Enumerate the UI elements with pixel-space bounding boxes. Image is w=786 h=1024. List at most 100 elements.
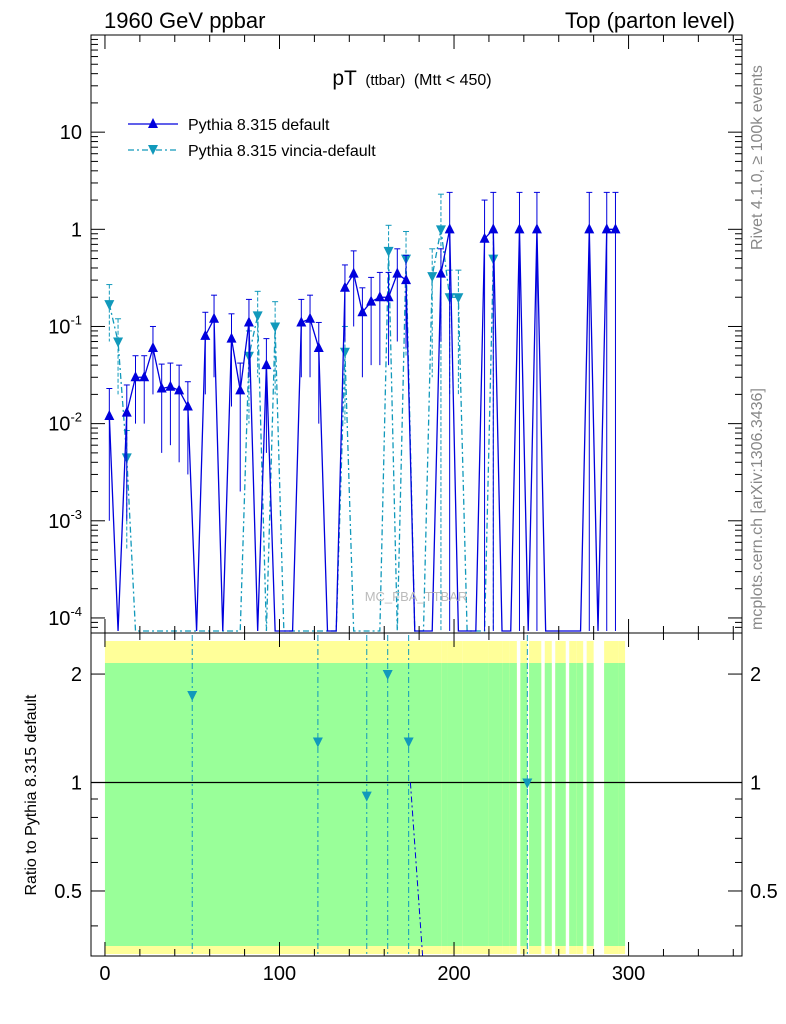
plot-title-small: (ttbar) <box>365 72 405 89</box>
default-marker <box>444 223 455 234</box>
default-marker <box>139 371 150 382</box>
main-plot-marks <box>104 191 621 632</box>
ratio-vincia-marker <box>312 737 323 748</box>
default-marker <box>488 223 499 234</box>
default-marker <box>147 342 158 353</box>
watermark: MC_FBA_TTBAR <box>365 589 468 604</box>
main-y-tick-label: 10-2 <box>48 410 82 436</box>
default-marker <box>383 291 394 302</box>
main-y-tick-label-exp: -3 <box>70 507 82 522</box>
ratio-y-tick-label: 0.5 <box>54 881 82 903</box>
vincia-marker <box>453 293 464 304</box>
ratio-plot-frame <box>90 632 743 957</box>
ratio-band-inner <box>576 663 584 946</box>
x-axis: 0 100 200 300 <box>99 633 734 985</box>
vincia-marker <box>270 322 281 333</box>
default-marker <box>514 223 525 234</box>
default-marker <box>130 371 141 382</box>
main-y-tick-label: 1 <box>71 219 82 241</box>
main-y-tick-label-base: 10 <box>48 316 70 338</box>
ratio-band-inner <box>555 663 566 946</box>
ratio-y-axis: 0.5 0.5 1 1 2 2 <box>54 664 778 927</box>
ratio-band-inner <box>604 663 619 946</box>
main-y-tick-label-base: 10 <box>48 608 70 630</box>
default-marker <box>435 267 446 278</box>
vincia-marker <box>435 225 446 236</box>
side-text-top: Rivet 4.1.0, ≥ 100k events <box>749 65 766 250</box>
default-marker <box>200 329 211 340</box>
ratio-band-inner <box>618 663 626 946</box>
vincia-marker <box>113 337 124 348</box>
ratio-band-inner <box>520 663 528 946</box>
legend-marker-vincia <box>148 145 158 155</box>
default-marker <box>226 332 237 343</box>
ratio-uncertainty-band <box>104 641 626 954</box>
main-y-tick-label-exp: -2 <box>70 410 82 425</box>
ratio-vincia-marker <box>361 791 372 802</box>
default-marker <box>601 223 612 234</box>
legend-label-vincia: Pythia 8.315 vincia-default <box>188 143 376 160</box>
default-marker <box>401 274 412 285</box>
default-marker <box>165 380 176 391</box>
ratio-y-tick-label-right: 2 <box>750 664 761 686</box>
legend-marker-default <box>148 118 158 128</box>
x-tick-label: 100 <box>263 963 296 985</box>
ratio-band-inner <box>447 663 463 946</box>
main-y-tick-label-base: 10 <box>48 414 70 436</box>
main-y-tick-label: 10 <box>60 122 82 144</box>
header-left: 1960 GeV ppbar <box>104 8 265 33</box>
ratio-y-axis-label: Ratio to Pythia 8.315 default <box>23 694 40 896</box>
ratio-plot-marks <box>91 635 742 957</box>
default-marker <box>531 223 542 234</box>
header-right: Top (parton level) <box>565 8 735 33</box>
default-marker <box>366 295 377 306</box>
main-x-ticks <box>104 35 734 633</box>
main-y-tick-label-exp: -1 <box>70 312 82 327</box>
default-marker <box>305 312 316 323</box>
main-y-tick-label: 10-4 <box>48 604 82 630</box>
vincia-marker <box>427 272 438 283</box>
default-marker <box>209 312 220 323</box>
ratio-band-inner <box>586 663 594 946</box>
default-marker <box>296 316 307 327</box>
ratio-vincia-marker <box>187 690 198 701</box>
default-marker <box>348 267 359 278</box>
vincia-marker <box>383 246 394 257</box>
x-tick-label: 0 <box>99 963 110 985</box>
ratio-vincia-marker <box>522 778 533 789</box>
ratio-band-inner <box>529 663 542 946</box>
ratio-y-tick-label: 2 <box>71 664 82 686</box>
main-y-tick-label-base: 10 <box>48 511 70 533</box>
default-marker <box>374 291 385 302</box>
default-marker <box>392 267 403 278</box>
ratio-band-inner <box>488 663 503 946</box>
ratio-band-inner <box>441 663 448 946</box>
ratio-y-tick-label: 1 <box>71 773 82 795</box>
default-marker <box>182 400 193 411</box>
legend-label-default: Pythia 8.315 default <box>188 117 330 134</box>
main-y-tick-label-exp: -4 <box>70 604 82 619</box>
default-marker <box>121 406 132 417</box>
ratio-band-inner <box>544 663 552 946</box>
ratio-band-inner <box>104 663 442 946</box>
ratio-vincia-marker <box>403 737 414 748</box>
ratio-default-drop-line <box>409 782 424 957</box>
ratio-band-inner <box>569 663 577 946</box>
ratio-vincia-marker <box>382 670 393 681</box>
default-marker <box>584 223 595 234</box>
default-marker <box>313 342 324 353</box>
ratio-plot-panel: 0.5 0.5 1 1 2 2 0 100 200 300 Ratio to Pythia 8.… <box>23 632 778 985</box>
default-marker <box>357 306 368 317</box>
default-marker <box>104 409 115 420</box>
legend: Pythia 8.315 default Pythia 8.315 vincia… <box>128 117 376 160</box>
ratio-band-inner <box>509 663 517 946</box>
ratio-band-inner <box>462 663 489 946</box>
ratio-y-tick-label-right: 0.5 <box>750 881 778 903</box>
vincia-marker <box>339 347 350 358</box>
vincia-marker <box>252 311 263 322</box>
default-marker <box>610 223 621 234</box>
side-text-bottom: mcplots.cern.ch [arXiv:1306.3436] <box>749 388 766 630</box>
